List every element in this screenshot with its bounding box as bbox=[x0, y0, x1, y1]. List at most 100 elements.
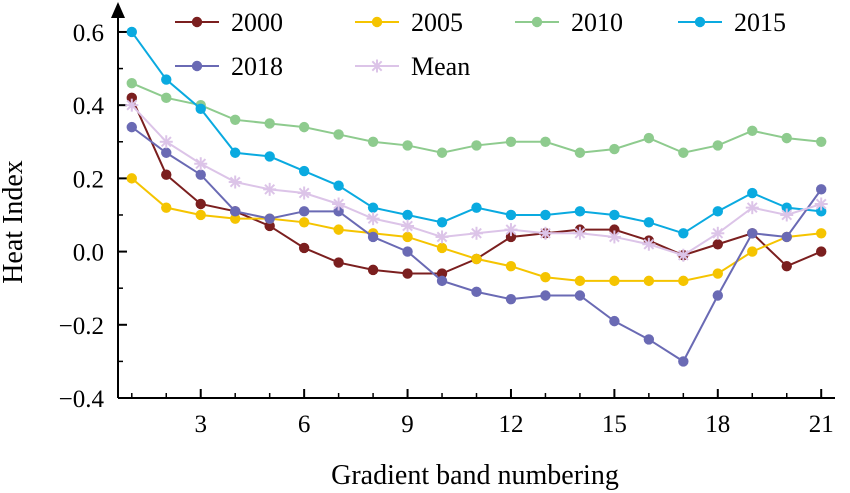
data-point bbox=[436, 275, 448, 287]
data-point bbox=[230, 147, 241, 158]
data-point bbox=[712, 140, 723, 151]
data-point bbox=[435, 230, 449, 244]
data-point bbox=[540, 209, 551, 221]
data-point bbox=[298, 242, 310, 254]
data-point bbox=[643, 275, 655, 287]
data-point bbox=[367, 231, 379, 243]
data-point bbox=[574, 206, 586, 217]
data-point bbox=[298, 206, 310, 217]
legend-marker bbox=[531, 16, 543, 28]
x-tick-label: 9 bbox=[401, 411, 414, 438]
legend-label: 2018 bbox=[231, 52, 283, 81]
legend-item-2015: 2015 bbox=[678, 8, 786, 37]
data-point bbox=[816, 184, 827, 195]
data-point bbox=[676, 248, 690, 262]
x-tick-label: 3 bbox=[194, 411, 207, 438]
data-point bbox=[505, 261, 517, 272]
data-point bbox=[540, 272, 551, 283]
data-point bbox=[712, 206, 723, 217]
data-point bbox=[678, 356, 689, 367]
data-point bbox=[470, 226, 483, 240]
data-point bbox=[538, 226, 552, 240]
data-point bbox=[745, 201, 759, 215]
data-point bbox=[126, 26, 137, 38]
data-point bbox=[263, 182, 277, 196]
data-point bbox=[574, 290, 586, 301]
legend-item-2005: 2005 bbox=[355, 8, 463, 37]
series-2010 bbox=[126, 78, 827, 158]
data-point bbox=[161, 147, 172, 158]
data-point bbox=[712, 268, 723, 279]
data-point bbox=[504, 223, 518, 237]
data-point bbox=[436, 242, 448, 254]
data-point bbox=[574, 147, 586, 158]
data-point bbox=[228, 175, 242, 189]
y-tick-label: 0.6 bbox=[73, 20, 104, 47]
data-point bbox=[816, 246, 827, 257]
data-point bbox=[161, 169, 172, 180]
data-point bbox=[161, 74, 172, 85]
data-point bbox=[402, 209, 413, 221]
data-point bbox=[816, 228, 827, 239]
data-point bbox=[126, 121, 137, 133]
data-point bbox=[505, 209, 517, 221]
data-point bbox=[126, 92, 137, 104]
data-point bbox=[747, 125, 758, 136]
data-point bbox=[781, 231, 792, 243]
y-tick-label: 0.0 bbox=[73, 240, 104, 267]
data-point bbox=[643, 132, 655, 144]
data-point bbox=[298, 165, 310, 177]
data-point bbox=[747, 228, 758, 239]
data-point bbox=[333, 206, 344, 217]
data-point bbox=[712, 239, 723, 250]
data-point bbox=[402, 268, 413, 279]
series-2015 bbox=[126, 26, 827, 239]
data-point bbox=[402, 231, 413, 243]
data-point bbox=[161, 92, 172, 104]
data-point bbox=[333, 224, 344, 235]
data-point bbox=[195, 198, 206, 210]
series-mean bbox=[125, 98, 828, 262]
data-point bbox=[643, 334, 655, 345]
data-point bbox=[678, 147, 689, 158]
data-point bbox=[540, 290, 551, 301]
data-point bbox=[195, 103, 206, 115]
y-axis-arrow bbox=[111, 2, 125, 18]
data-point bbox=[367, 202, 379, 213]
data-point bbox=[264, 220, 275, 232]
y-axis-label: Heat Index bbox=[0, 160, 29, 284]
data-point bbox=[780, 208, 794, 222]
data-point bbox=[436, 268, 448, 279]
data-point bbox=[264, 151, 275, 162]
legend-label: Mean bbox=[411, 52, 470, 81]
data-point bbox=[574, 275, 586, 287]
data-point bbox=[471, 140, 482, 151]
legend-label: 2010 bbox=[571, 8, 623, 37]
axes: −0.4 −0.2 0.0 0.2 0.4 0.6 3 6 9 12 15 18 21 bbox=[59, 2, 835, 438]
y-tick-label: 0.4 bbox=[73, 93, 105, 120]
data-point bbox=[436, 217, 448, 228]
data-point bbox=[230, 206, 241, 217]
data-point bbox=[471, 253, 482, 265]
data-point bbox=[194, 157, 208, 171]
data-point bbox=[607, 230, 621, 244]
data-point bbox=[712, 290, 723, 301]
data-point bbox=[126, 173, 137, 184]
data-point bbox=[642, 237, 656, 251]
data-point bbox=[436, 147, 448, 158]
data-point bbox=[505, 293, 517, 305]
data-point bbox=[573, 226, 587, 240]
data-point bbox=[297, 186, 311, 200]
data-point bbox=[505, 136, 517, 147]
x-axis-label: Gradient band numbering bbox=[331, 460, 619, 491]
data-point bbox=[747, 246, 758, 257]
data-point bbox=[298, 217, 310, 228]
data-point bbox=[678, 228, 689, 239]
data-point bbox=[711, 226, 725, 240]
x-tick-label: 15 bbox=[602, 411, 627, 438]
data-point bbox=[609, 315, 620, 327]
legend-item-2018: 2018 bbox=[175, 52, 283, 81]
data-point bbox=[332, 197, 346, 211]
data-point bbox=[816, 206, 827, 217]
